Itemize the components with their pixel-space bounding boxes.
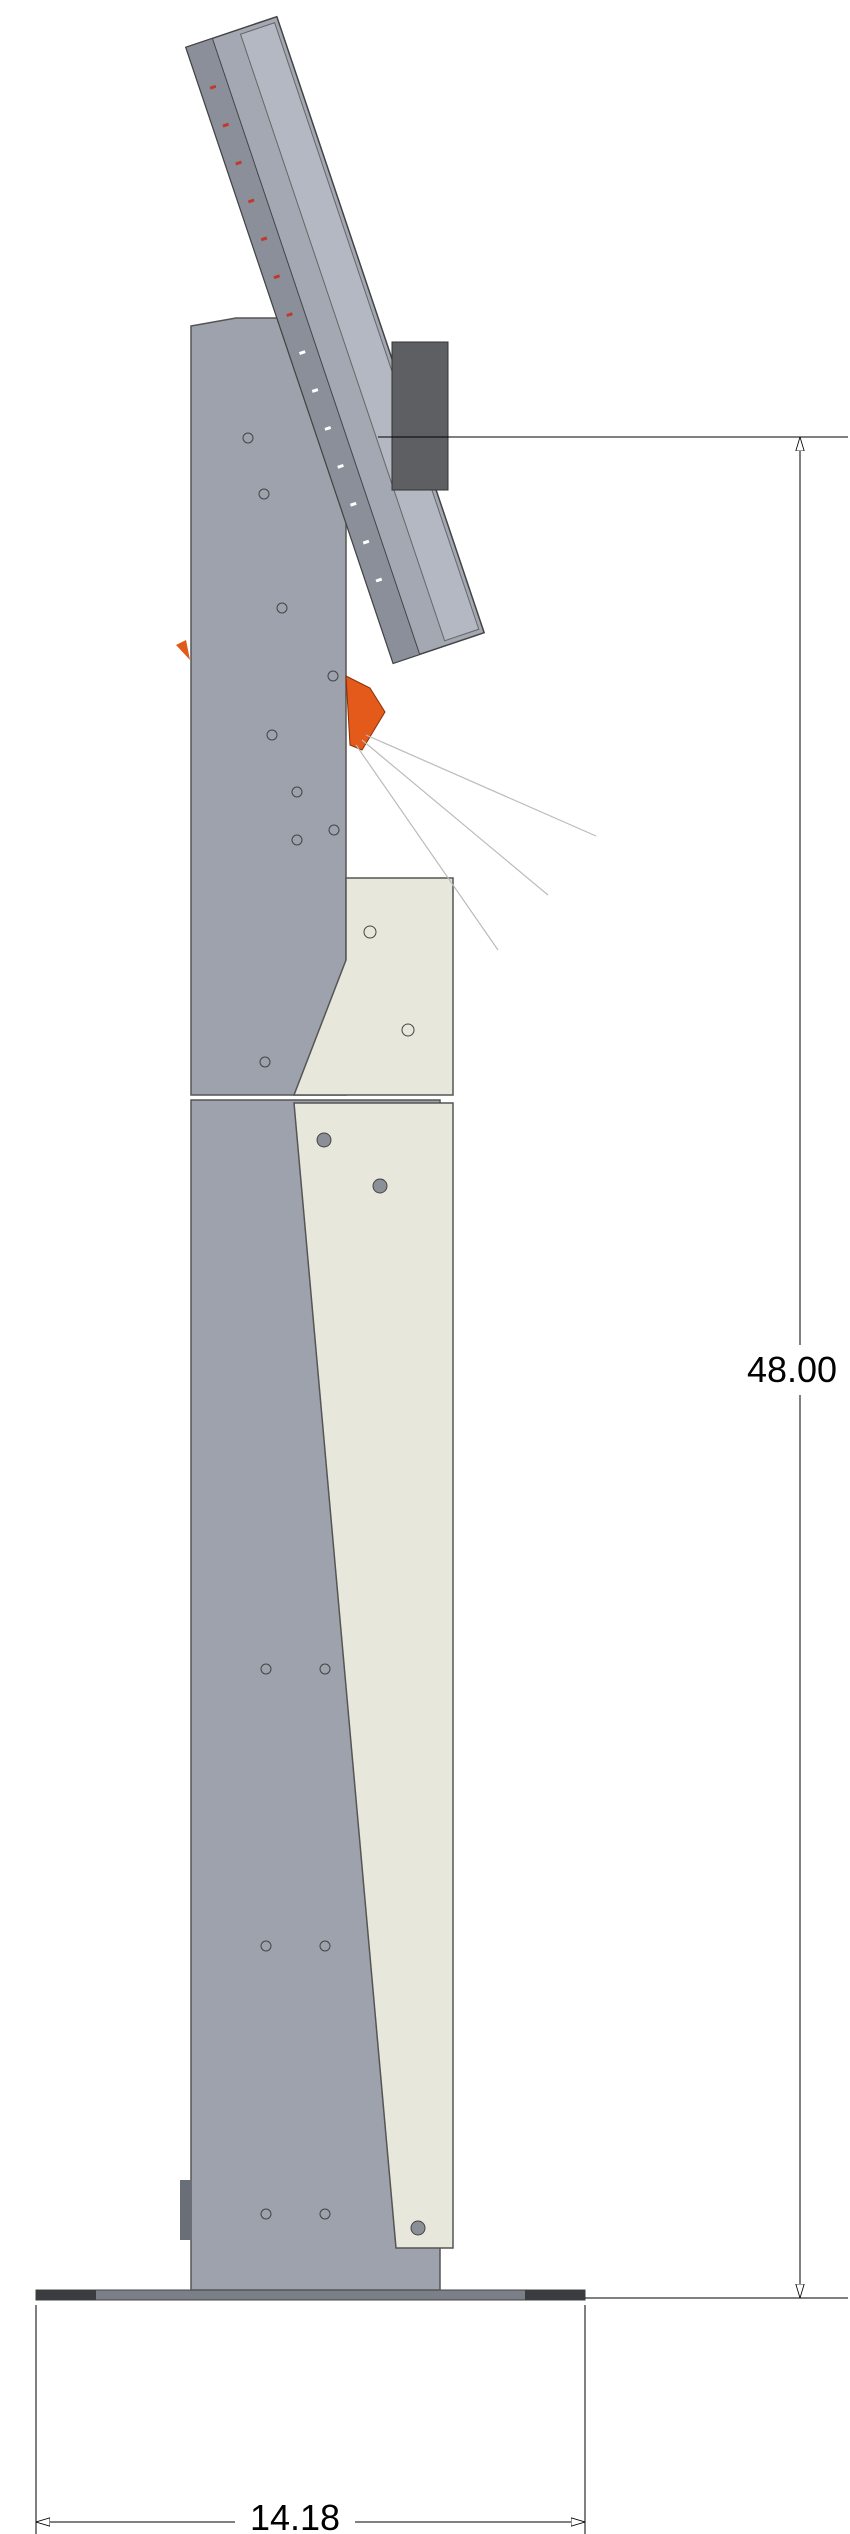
width-label: 14.18	[250, 2497, 340, 2534]
screen-back-box	[392, 342, 448, 490]
width-dimension: 14.18	[36, 2305, 585, 2534]
kiosk-drawing: 48.00 14.18	[0, 0, 850, 2534]
lower-column	[180, 1100, 453, 2290]
base-plate	[36, 2290, 585, 2300]
height-label: 48.00	[747, 1349, 837, 1390]
